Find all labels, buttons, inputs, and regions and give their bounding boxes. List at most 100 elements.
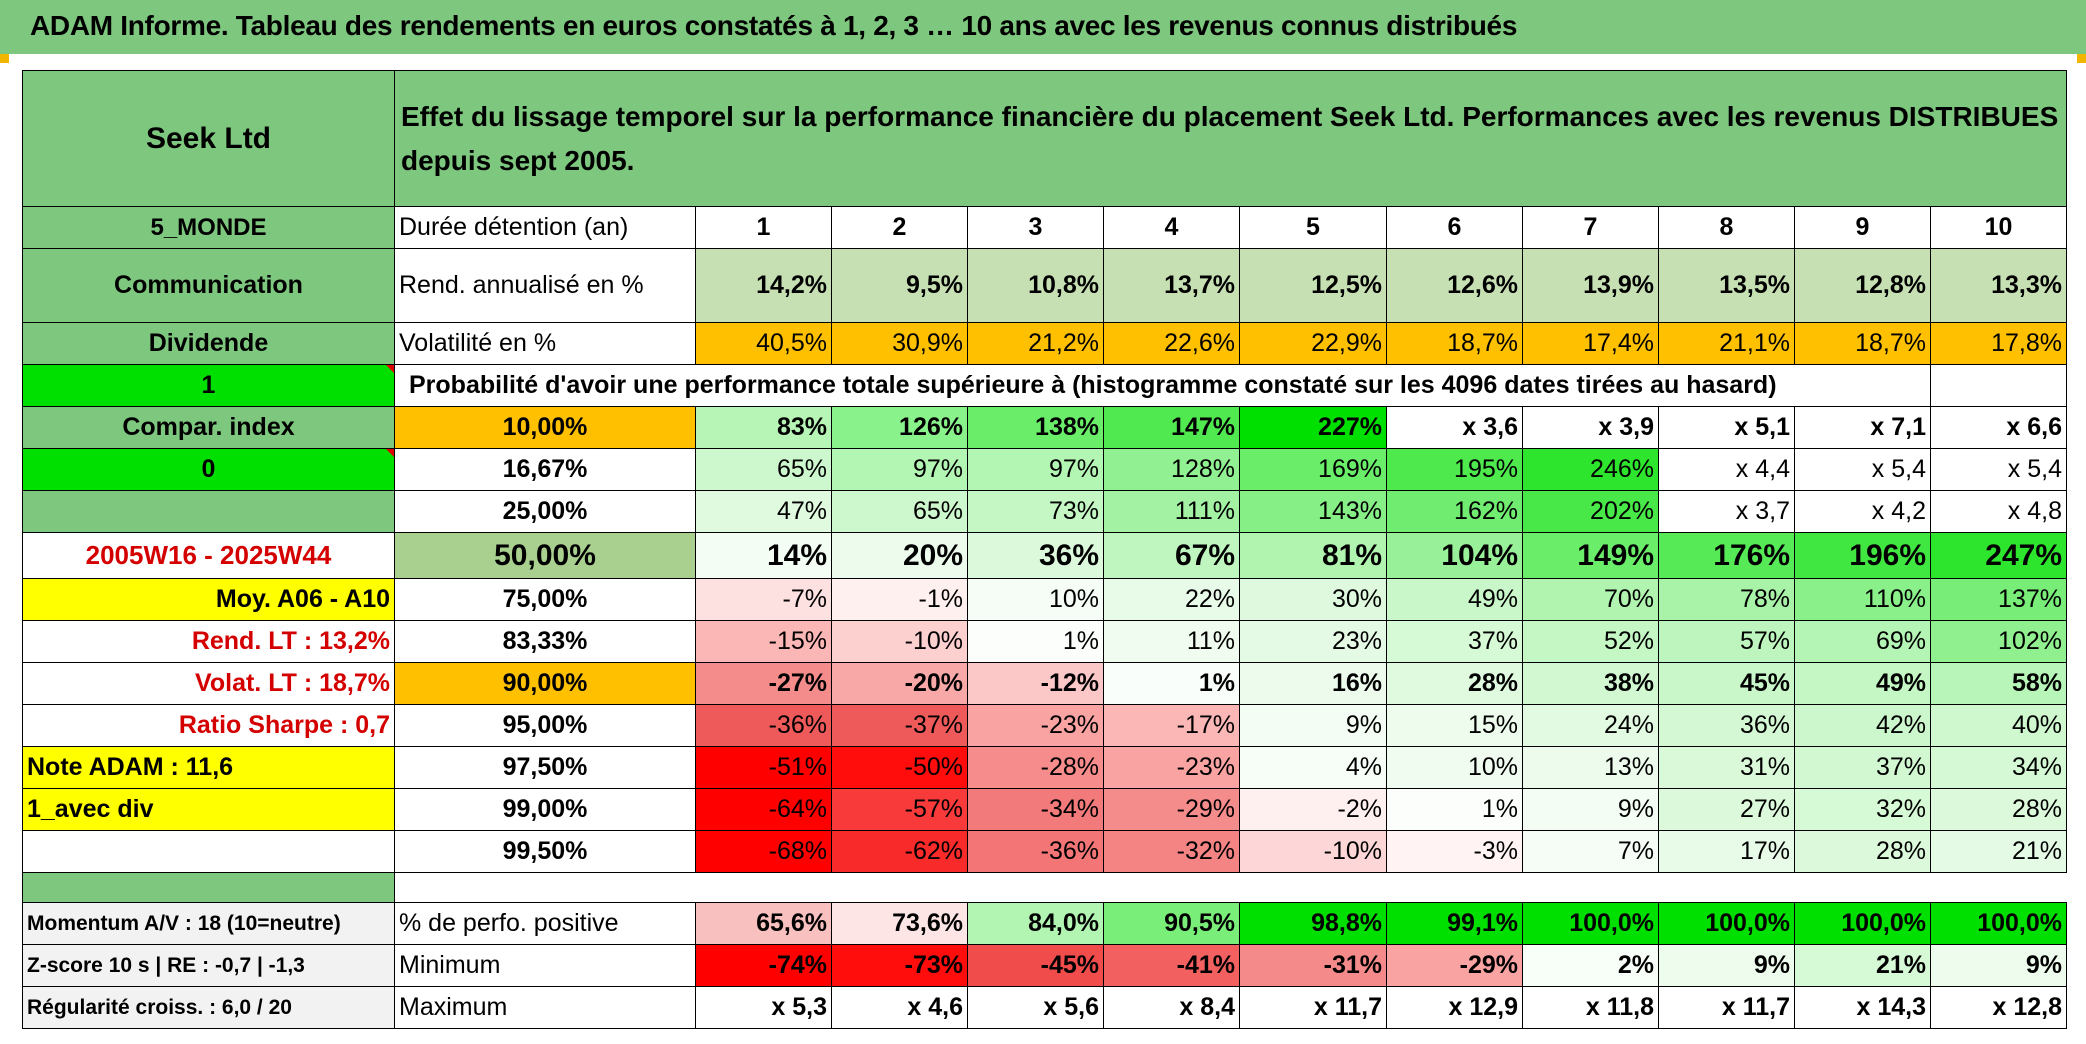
summary-value-cell: 73,6% [831,902,968,945]
percentile-value-cell: x 6,6 [1930,406,2067,449]
percentile-value-cell: 49% [1794,662,1931,705]
percentile-value-cell: 246% [1522,448,1659,491]
flag-0-cell: 0 [22,448,395,491]
percentile-value-cell: 69% [1794,620,1931,663]
percentile-value-cell: -2% [1239,788,1387,831]
sector-label: Communication [22,248,395,323]
percentile-value-cell: 102% [1930,620,2067,663]
percentile-label: 10,00% [394,406,696,449]
summary-row: Momentum A/V : 18 (10=neutre)% de perfo.… [22,902,2067,945]
vol-cell: 18,7% [1386,322,1523,365]
percentile-value-cell: 7% [1522,830,1659,873]
percentile-value-cell: -29% [1103,788,1240,831]
rend-cell: 13,7% [1103,248,1240,323]
percentile-value-cell: 23% [1239,620,1387,663]
percentile-value-cell: 1% [1103,662,1240,705]
percentile-value-cell: 14% [695,532,832,579]
comment-marker [386,449,394,457]
percentile-value-cell: 45% [1658,662,1795,705]
rend-cell: 12,5% [1239,248,1387,323]
separator-green-cell [22,872,395,903]
percentile-value-cell: 13% [1522,746,1659,789]
percentile-value-cell: 31% [1658,746,1795,789]
percentile-value-cell: -36% [695,704,832,747]
duration-cell: 8 [1658,206,1795,249]
percentile-row: Compar. index 10,00% 83% 126% 138% 147% 227% x … [22,406,2067,449]
percentile-value-cell: 111% [1103,490,1240,533]
percentile-value-cell: -12% [967,662,1104,705]
percentile-value-cell: 22% [1103,578,1240,621]
percentile-label: 95,00% [394,704,696,747]
percentile-value-cell: 110% [1794,578,1931,621]
percentile-label: 83,33% [394,620,696,663]
percentile-label: 99,50% [394,830,696,873]
note-adam-label: Note ADAM : 11,6 [22,746,395,789]
percentile-value-cell: -17% [1103,704,1240,747]
summary-value-cell: 99,1% [1386,902,1523,945]
zscore-label: Z-score 10 s | RE : -0,7 | -1,3 [22,944,395,987]
vol-cell: 30,9% [831,322,968,365]
percentile-value-cell: -10% [831,620,968,663]
summary-value-cell: 9% [1658,944,1795,987]
percentile-value-cell: 40% [1930,704,2067,747]
percentile-value-cell: 70% [1522,578,1659,621]
percentile-value-cell: -37% [831,704,968,747]
percentile-value-cell: -23% [1103,746,1240,789]
vol-cell: 21,1% [1658,322,1795,365]
summary-value-cell: 90,5% [1103,902,1240,945]
summary-value-cell: 9% [1930,944,2067,987]
percentile-value-cell: 52% [1522,620,1659,663]
percentile-value-cell: 247% [1930,532,2067,579]
summary-value-cell: x 5,6 [967,986,1104,1029]
momentum-label: Momentum A/V : 18 (10=neutre) [22,902,395,945]
avec-div-label: 1_avec div [22,788,395,831]
summary-value-cell: -73% [831,944,968,987]
percentile-value-cell: -64% [695,788,832,831]
percentile-value-cell: -23% [967,704,1104,747]
percentile-value-cell: 73% [967,490,1104,533]
percentile-value-cell: x 7,1 [1794,406,1931,449]
percentile-row: Moy. A06 - A10 75,00% -7% -1% 10% 22% 30% 49% 70… [22,578,2067,621]
percentile-value-cell: x 4,8 [1930,490,2067,533]
percentile-row: Ratio Sharpe : 0,7 95,00% -36% -37% -23% -17%… [22,704,2067,747]
comment-marker [386,365,394,373]
summary-value-cell: -29% [1386,944,1523,987]
regularite-label: Régularité croiss. : 6,0 / 20 [22,986,395,1029]
percentile-value-cell: x 3,7 [1658,490,1795,533]
rend-cell: 13,9% [1522,248,1659,323]
percentile-value-cell: 83% [695,406,832,449]
percentile-value-cell: 97% [967,448,1104,491]
duration-cell: 5 [1239,206,1387,249]
percentile-value-cell: 1% [967,620,1104,663]
percentile-value-cell: 137% [1930,578,2067,621]
probability-title: Probabilité d'avoir une performance tota… [394,364,1931,407]
summary-value-cell: 65,6% [695,902,832,945]
percentile-value-cell: 227% [1239,406,1387,449]
percentile-value-cell: -68% [695,830,832,873]
rend-cell: 9,5% [831,248,968,323]
percentile-value-cell: 38% [1522,662,1659,705]
percentile-row: Note ADAM : 11,6 97,50% -51% -50% -28% -23% 4%… [22,746,2067,789]
percentile-value-cell: -27% [695,662,832,705]
percentile-value-cell: x 5,1 [1658,406,1795,449]
corner-mark-left [0,54,9,63]
empty-cell [1930,364,2067,407]
percentile-value-cell: x 4,2 [1794,490,1931,533]
summary-value-cell: -45% [967,944,1104,987]
percentile-value-cell: 21% [1930,830,2067,873]
percentile-value-cell: -28% [967,746,1104,789]
percentile-value-cell: 126% [831,406,968,449]
duration-label: Durée détention (an) [394,206,696,249]
percentile-value-cell: 34% [1930,746,2067,789]
percentile-value-cell: -10% [1239,830,1387,873]
percentile-row: Volat. LT : 18,7% 90,00% -27% -20% -12% 1% 16%… [22,662,2067,705]
percentile-row: Rend. LT : 13,2% 83,33% -15% -10% 1% 11% 23% 37… [22,620,2067,663]
moy-label: Moy. A06 - A10 [22,578,395,621]
percentile-value-cell: 49% [1386,578,1523,621]
duration-cell: 10 [1930,206,2067,249]
summary-value-cell: 100,0% [1658,902,1795,945]
percentile-value-cell: 202% [1522,490,1659,533]
title-bar: ADAM Informe. Tableau des rendements en … [0,0,2086,54]
period-label: 2005W16 - 2025W44 [22,532,395,579]
summary-label: Minimum [394,944,696,987]
